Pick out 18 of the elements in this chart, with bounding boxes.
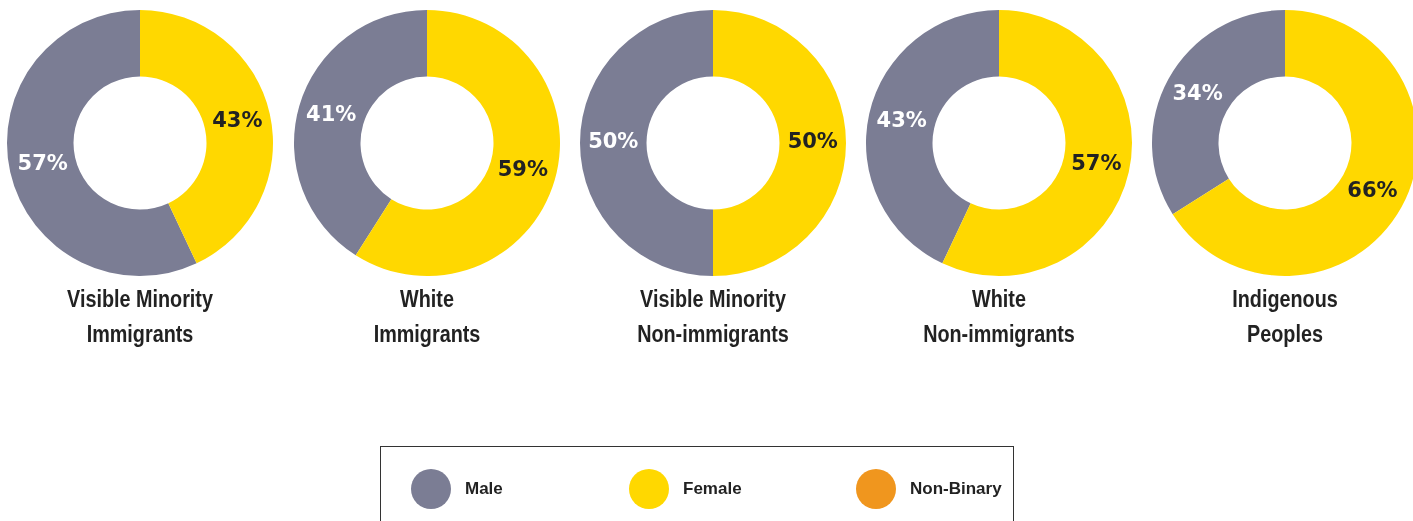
data-label: 57% [1071,151,1122,176]
text: White Non-immigrants [922,285,1076,349]
data-label: 59% [497,157,548,182]
data-label: 43% [212,107,263,132]
data-label: 43% [876,107,927,132]
data-label: 50% [588,129,639,154]
text: Visible Minority Immigrants [66,285,214,349]
legend-label: Non-Binary [910,479,1002,499]
text: Indigenous Peoples [1231,285,1339,349]
data-label: 50% [787,129,838,154]
legend-label: Male [465,479,503,499]
data-label: 66% [1347,177,1398,202]
text: Visible Minority Non-immigrants [636,285,790,349]
legend-label: Female [683,479,742,499]
data-label: 41% [306,101,357,126]
data-label: 57% [17,151,68,176]
text: White Immigrants [372,285,482,349]
data-label: 34% [1172,81,1223,106]
